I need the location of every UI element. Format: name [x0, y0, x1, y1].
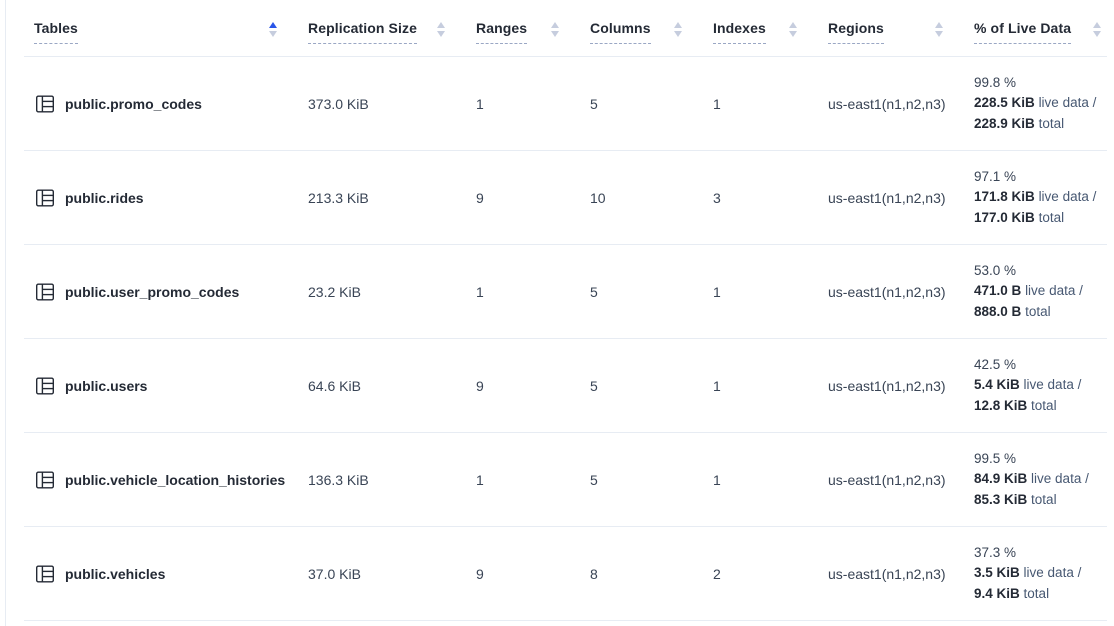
replication-size-value: 373.0 KiB [308, 95, 369, 112]
indexes-value: 3 [713, 189, 721, 206]
table-row[interactable]: public.users 64.6 KiB 9 5 1 us-east1(n1,… [24, 339, 1107, 433]
table-header-row: Tables Replication Size Ranges Columns I… [24, 0, 1107, 57]
regions-value: us-east1(n1,n2,n3) [828, 283, 946, 300]
tables-list: Tables Replication Size Ranges Columns I… [24, 0, 1107, 621]
table-name-link[interactable]: public.users [65, 377, 148, 394]
live-data-percent: 53.0 % [974, 262, 1017, 278]
live-data-percent: 42.5 % [974, 356, 1017, 372]
live-data-percent: 99.8 % [974, 74, 1017, 90]
column-header-replication-size[interactable]: Replication Size [307, 0, 475, 56]
columns-value: 5 [590, 95, 598, 112]
column-header-label: % of Live Data [974, 20, 1072, 44]
sort-arrows-icon[interactable] [781, 21, 797, 37]
table-icon [34, 563, 56, 585]
column-header-regions[interactable]: Regions [827, 0, 973, 56]
columns-value: 5 [590, 283, 598, 300]
live-data-line: 171.8 KiB live data / [974, 189, 1097, 205]
table-name-link[interactable]: public.promo_codes [65, 95, 202, 112]
total-data-line: 9.4 KiB total [974, 585, 1050, 601]
columns-value: 10 [590, 189, 606, 206]
columns-value: 5 [590, 471, 598, 488]
indexes-value: 1 [713, 377, 721, 394]
table-icon [34, 281, 56, 303]
column-header-indexes[interactable]: Indexes [712, 0, 827, 56]
indexes-value: 2 [713, 565, 721, 582]
column-header-ranges[interactable]: Ranges [475, 0, 589, 56]
live-data-percent: 37.3 % [974, 544, 1017, 560]
replication-size-value: 23.2 KiB [308, 283, 361, 300]
replication-size-value: 64.6 KiB [308, 377, 361, 394]
panel-left-border [5, 0, 6, 626]
sort-arrows-icon[interactable] [261, 21, 277, 37]
live-data-cell: 97.1 % 171.8 KiB live data / 177.0 KiB t… [973, 151, 1107, 244]
live-data-percent: 99.5 % [974, 450, 1017, 466]
live-data-cell: 53.0 % 471.0 B live data / 888.0 B total [973, 245, 1107, 338]
table-row[interactable]: public.rides 213.3 KiB 9 10 3 us-east1(n… [24, 151, 1107, 245]
regions-value: us-east1(n1,n2,n3) [828, 377, 946, 394]
live-data-cell: 99.5 % 84.9 KiB live data / 85.3 KiB tot… [973, 433, 1107, 526]
table-name-link[interactable]: public.rides [65, 189, 144, 206]
column-header-label: Indexes [713, 20, 766, 44]
ranges-value: 1 [476, 471, 484, 488]
ranges-value: 1 [476, 283, 484, 300]
regions-value: us-east1(n1,n2,n3) [828, 565, 946, 582]
replication-size-value: 37.0 KiB [308, 565, 361, 582]
column-header-label: Ranges [476, 20, 528, 44]
live-data-line: 3.5 KiB live data / [974, 565, 1082, 581]
column-header-live-data[interactable]: % of Live Data [973, 0, 1107, 56]
replication-size-value: 136.3 KiB [308, 471, 369, 488]
live-data-cell: 42.5 % 5.4 KiB live data / 12.8 KiB tota… [973, 339, 1107, 432]
regions-value: us-east1(n1,n2,n3) [828, 471, 946, 488]
table-name-link[interactable]: public.user_promo_codes [65, 283, 240, 300]
ranges-value: 9 [476, 377, 484, 394]
column-header-columns[interactable]: Columns [589, 0, 712, 56]
ranges-value: 9 [476, 565, 484, 582]
column-header-label: Replication Size [308, 20, 417, 44]
table-name-link[interactable]: public.vehicle_location_histories [65, 471, 286, 488]
indexes-value: 1 [713, 95, 721, 112]
total-data-line: 228.9 KiB total [974, 115, 1065, 131]
live-data-line: 471.0 B live data / [974, 283, 1083, 299]
indexes-value: 1 [713, 471, 721, 488]
table-icon [34, 375, 56, 397]
regions-value: us-east1(n1,n2,n3) [828, 95, 946, 112]
column-header-tables[interactable]: Tables [24, 0, 307, 56]
columns-value: 5 [590, 377, 598, 394]
column-header-label: Columns [590, 20, 651, 44]
ranges-value: 9 [476, 189, 484, 206]
sort-arrows-icon[interactable] [1085, 21, 1101, 37]
indexes-value: 1 [713, 283, 721, 300]
live-data-line: 84.9 KiB live data / [974, 471, 1089, 487]
table-row[interactable]: public.promo_codes 373.0 KiB 1 5 1 us-ea… [24, 57, 1107, 151]
sort-arrows-icon[interactable] [429, 21, 445, 37]
table-name-link[interactable]: public.vehicles [65, 565, 166, 582]
table-icon [34, 187, 56, 209]
sort-arrows-icon[interactable] [666, 21, 682, 37]
live-data-cell: 37.3 % 3.5 KiB live data / 9.4 KiB total [973, 527, 1107, 620]
table-icon [34, 93, 56, 115]
table-row[interactable]: public.vehicle_location_histories 136.3 … [24, 433, 1107, 527]
table-row[interactable]: public.vehicles 37.0 KiB 9 8 2 us-east1(… [24, 527, 1107, 621]
live-data-cell: 99.8 % 228.5 KiB live data / 228.9 KiB t… [973, 57, 1107, 150]
total-data-line: 12.8 KiB total [974, 397, 1057, 413]
column-header-label: Tables [34, 20, 78, 44]
sort-arrows-icon[interactable] [927, 21, 943, 37]
total-data-line: 85.3 KiB total [974, 491, 1057, 507]
table-icon [34, 469, 56, 491]
replication-size-value: 213.3 KiB [308, 189, 369, 206]
table-row[interactable]: public.user_promo_codes 23.2 KiB 1 5 1 u… [24, 245, 1107, 339]
sort-arrows-icon[interactable] [543, 21, 559, 37]
live-data-line: 228.5 KiB live data / [974, 95, 1097, 111]
ranges-value: 1 [476, 95, 484, 112]
column-header-label: Regions [828, 20, 884, 44]
regions-value: us-east1(n1,n2,n3) [828, 189, 946, 206]
live-data-line: 5.4 KiB live data / [974, 377, 1082, 393]
total-data-line: 177.0 KiB total [974, 209, 1065, 225]
live-data-percent: 97.1 % [974, 168, 1017, 184]
columns-value: 8 [590, 565, 598, 582]
total-data-line: 888.0 B total [974, 303, 1051, 319]
